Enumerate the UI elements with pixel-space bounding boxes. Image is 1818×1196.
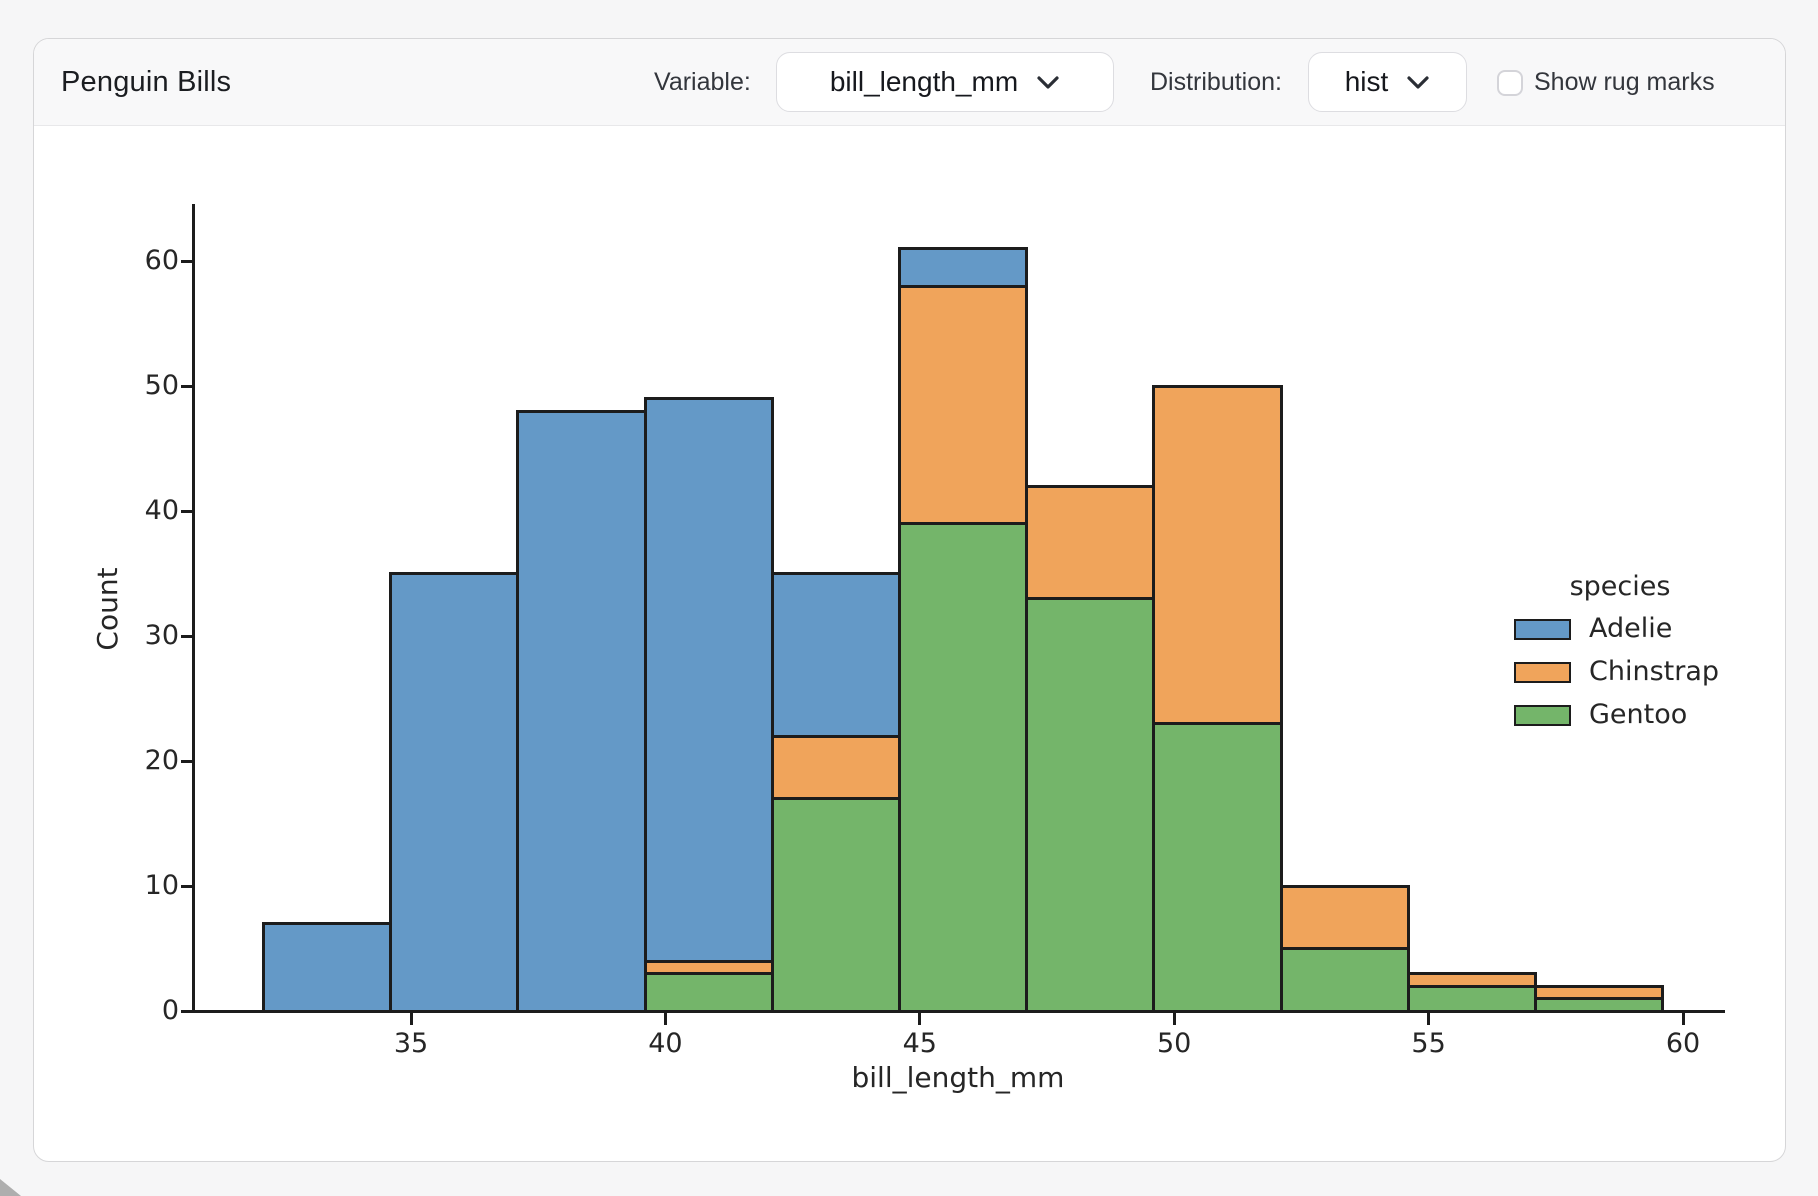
legend-title: species	[1569, 571, 1671, 602]
page-title: Penguin Bills	[61, 66, 232, 98]
y-axis-spine	[191, 204, 195, 1012]
cursor-arrow	[0, 1179, 21, 1196]
y-tick-label: 60	[144, 245, 179, 276]
distribution-select[interactable]: hist	[1308, 52, 1467, 112]
y-axis-title: Count	[91, 567, 124, 651]
legend-label-adelie: Adelie	[1589, 613, 1673, 644]
x-tick-label: 40	[648, 1028, 683, 1059]
bar-segment-adelie	[643, 397, 774, 963]
y-tick-label: 0	[161, 995, 179, 1026]
rug-checkbox-label: Show rug marks	[1534, 68, 1715, 96]
bar-segment-gentoo	[643, 972, 774, 1013]
chevron-down-icon	[1037, 75, 1059, 89]
y-tick-label: 10	[144, 870, 179, 901]
header: Penguin Bills Variable: bill_length_mm D…	[34, 39, 1785, 126]
bar-segment-gentoo	[1279, 947, 1410, 1013]
x-tick	[1681, 1012, 1685, 1025]
y-tick	[181, 634, 193, 638]
x-tick-label: 50	[1157, 1028, 1192, 1059]
legend-label-gentoo: Gentoo	[1589, 699, 1688, 730]
y-tick-label: 30	[144, 620, 179, 651]
bar-segment-chinstrap	[1279, 884, 1410, 950]
legend-label-chinstrap: Chinstrap	[1589, 656, 1720, 687]
x-tick-label: 60	[1665, 1028, 1701, 1059]
x-tick	[409, 1012, 413, 1025]
chevron-down-icon	[1407, 75, 1429, 89]
variable-select-value: bill_length_mm	[829, 66, 1019, 97]
bar-segment-chinstrap	[1406, 972, 1537, 988]
variable-label: Variable:	[654, 68, 751, 96]
bar-segment-adelie	[389, 572, 520, 1013]
legend-swatch-gentoo	[1514, 704, 1571, 726]
x-tick	[1172, 1012, 1176, 1025]
y-tick	[181, 759, 193, 763]
bar-segment-adelie	[516, 409, 647, 1013]
panel-card: Penguin Bills Variable: bill_length_mm D…	[33, 38, 1786, 1162]
y-tick	[181, 259, 193, 263]
y-tick-label: 20	[144, 745, 179, 776]
bar-segment-adelie	[897, 247, 1029, 288]
x-axis-spine	[190, 1009, 1725, 1013]
bar-segment-chinstrap	[1533, 984, 1665, 1000]
x-tick	[918, 1012, 922, 1025]
x-tick-label: 35	[393, 1028, 429, 1059]
bar-segment-gentoo	[897, 522, 1029, 1013]
bar-segment-chinstrap	[770, 734, 901, 800]
rug-checkbox[interactable]	[1497, 70, 1523, 96]
bar-segment-chinstrap	[897, 284, 1029, 525]
histogram-plot: 0 10 20 30 40 50 60 35 40 45 50 55 60 bill_length_mm C…	[34, 39, 1785, 1161]
bar-segment-gentoo	[1025, 597, 1156, 1013]
x-axis-title: bill_length_mm	[851, 1061, 1065, 1094]
legend-swatch-adelie	[1514, 618, 1571, 640]
y-tick	[181, 1009, 193, 1013]
x-tick-label: 45	[902, 1028, 937, 1059]
variable-select[interactable]: bill_length_mm	[776, 52, 1114, 112]
bar-segment-gentoo	[1406, 984, 1537, 1013]
bar-segment-gentoo	[770, 797, 901, 1013]
legend-swatch-chinstrap	[1514, 661, 1571, 683]
y-tick	[181, 509, 193, 513]
bar-segment-gentoo	[1152, 722, 1283, 1013]
distribution-select-value: hist	[1344, 66, 1389, 97]
y-tick-label: 40	[144, 495, 179, 526]
bar-segment-gentoo	[1533, 997, 1665, 1013]
bar-segment-chinstrap	[643, 959, 774, 975]
y-tick	[181, 884, 193, 888]
x-tick	[1427, 1012, 1431, 1025]
distribution-label: Distribution:	[1150, 68, 1282, 96]
y-tick	[181, 384, 193, 388]
x-tick-label: 55	[1411, 1028, 1446, 1059]
y-tick-label: 50	[144, 370, 179, 401]
bar-segment-adelie	[770, 572, 901, 738]
x-tick	[663, 1012, 667, 1025]
bar-segment-adelie	[261, 922, 393, 1013]
bar-segment-chinstrap	[1152, 384, 1283, 725]
bar-segment-chinstrap	[1025, 484, 1156, 600]
